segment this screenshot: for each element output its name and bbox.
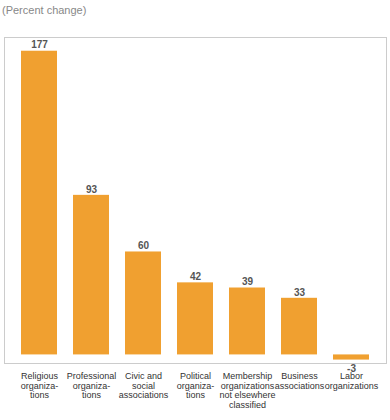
svg-text:33: 33 xyxy=(294,287,306,298)
svg-text:-3: -3 xyxy=(347,363,356,375)
svg-text:42: 42 xyxy=(190,271,202,282)
svg-text:Religiousorganiza-tions: Religiousorganiza-tions xyxy=(21,371,59,400)
svg-text:39: 39 xyxy=(242,276,254,287)
svg-text:60: 60 xyxy=(138,240,150,251)
html-text:(Percent change): (Percent change) xyxy=(2,4,87,16)
svg-text:Businessassociations: Businessassociations xyxy=(275,371,325,390)
svg-text:93: 93 xyxy=(86,184,98,195)
svg-text:Membershiporganizationsnot els: Membershiporganizationsnot elsewhereclas… xyxy=(219,371,275,409)
svg-text:Labororganizations: Labororganizations xyxy=(325,371,379,390)
svg-text:Civic andsocialassociations: Civic andsocialassociations xyxy=(119,371,169,400)
svg-text:Professionalorganiza-tions: Professionalorganiza-tions xyxy=(67,371,117,400)
svg-text:177: 177 xyxy=(31,39,48,50)
svg-text:Politicalorganiza-tions: Politicalorganiza-tions xyxy=(177,371,215,400)
